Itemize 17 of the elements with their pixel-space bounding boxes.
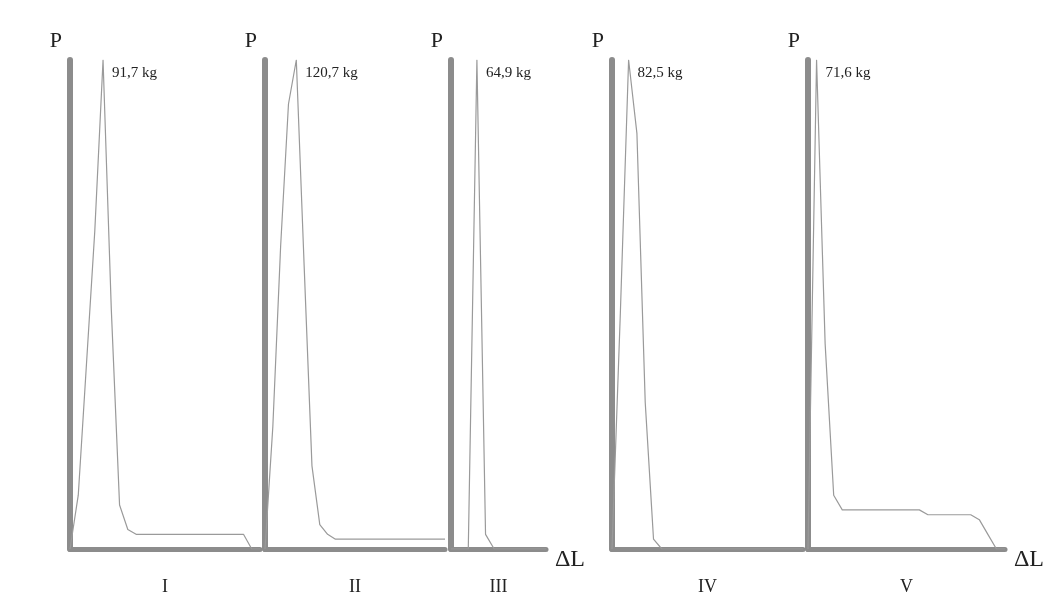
x-axis-title: III [489, 576, 508, 596]
x-axis-title: IV [698, 576, 717, 596]
text: ΔL [1013, 545, 1044, 571]
x-axis-title: II [349, 576, 361, 596]
y-axis-title: P [244, 26, 257, 52]
annotation: 64,9 kg [485, 64, 532, 80]
y-axis-title: P [591, 26, 604, 52]
annotation: 82,5 kg [637, 64, 684, 80]
text: ΔL [554, 545, 585, 571]
y-axis-title: P [430, 26, 443, 52]
annotation: 91,7 kg [112, 64, 158, 80]
annotation: 120,7 kg [305, 64, 359, 80]
annotation: 71,6 kg [825, 64, 872, 80]
x-axis-title: V [900, 576, 913, 596]
x-axis-title: I [162, 576, 168, 596]
y-axis-title: P [49, 26, 62, 52]
y-axis-title: P [787, 26, 800, 52]
